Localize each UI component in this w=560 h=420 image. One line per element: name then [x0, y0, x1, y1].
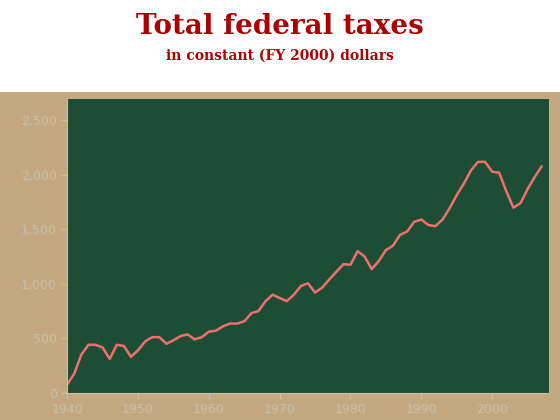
Text: in constant (FY 2000) dollars: in constant (FY 2000) dollars	[166, 48, 394, 62]
Text: Total federal taxes: Total federal taxes	[136, 13, 424, 39]
